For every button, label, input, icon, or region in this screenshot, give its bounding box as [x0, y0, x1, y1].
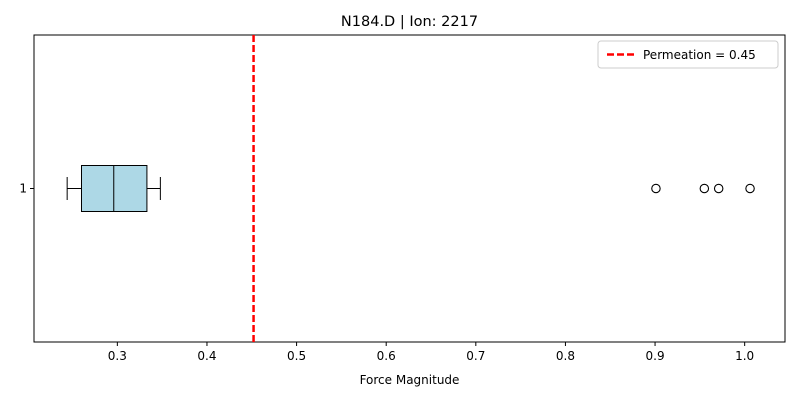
x-tick-label: 0.9 [646, 349, 665, 363]
x-tick-label: 0.7 [466, 349, 485, 363]
x-tick-label: 1.0 [735, 349, 754, 363]
legend-label: Permeation = 0.45 [643, 48, 756, 62]
x-tick-label: 0.4 [197, 349, 216, 363]
y-tick-label: 1 [19, 182, 27, 196]
legend: Permeation = 0.45 [597, 40, 779, 69]
outlier-point [745, 183, 755, 194]
y-axis: 1 [19, 182, 34, 196]
chart-title: N184.D | Ion: 2217 [341, 14, 478, 30]
outlier-point [651, 183, 661, 194]
outlier-point [699, 183, 710, 194]
x-tick-label: 0.6 [377, 349, 396, 363]
x-axis: 0.3 0.4 0.5 0.6 0.7 0.8 0.9 1.0 [108, 342, 754, 363]
legend-box [597, 40, 779, 69]
outlier-point [713, 183, 724, 194]
box-1 [66, 165, 755, 212]
x-tick-label: 0.5 [287, 349, 306, 363]
boxplot-series [66, 165, 755, 212]
x-axis-label: Force Magnitude [360, 373, 460, 387]
x-tick-label: 0.8 [556, 349, 575, 363]
x-tick-label: 0.3 [108, 349, 127, 363]
